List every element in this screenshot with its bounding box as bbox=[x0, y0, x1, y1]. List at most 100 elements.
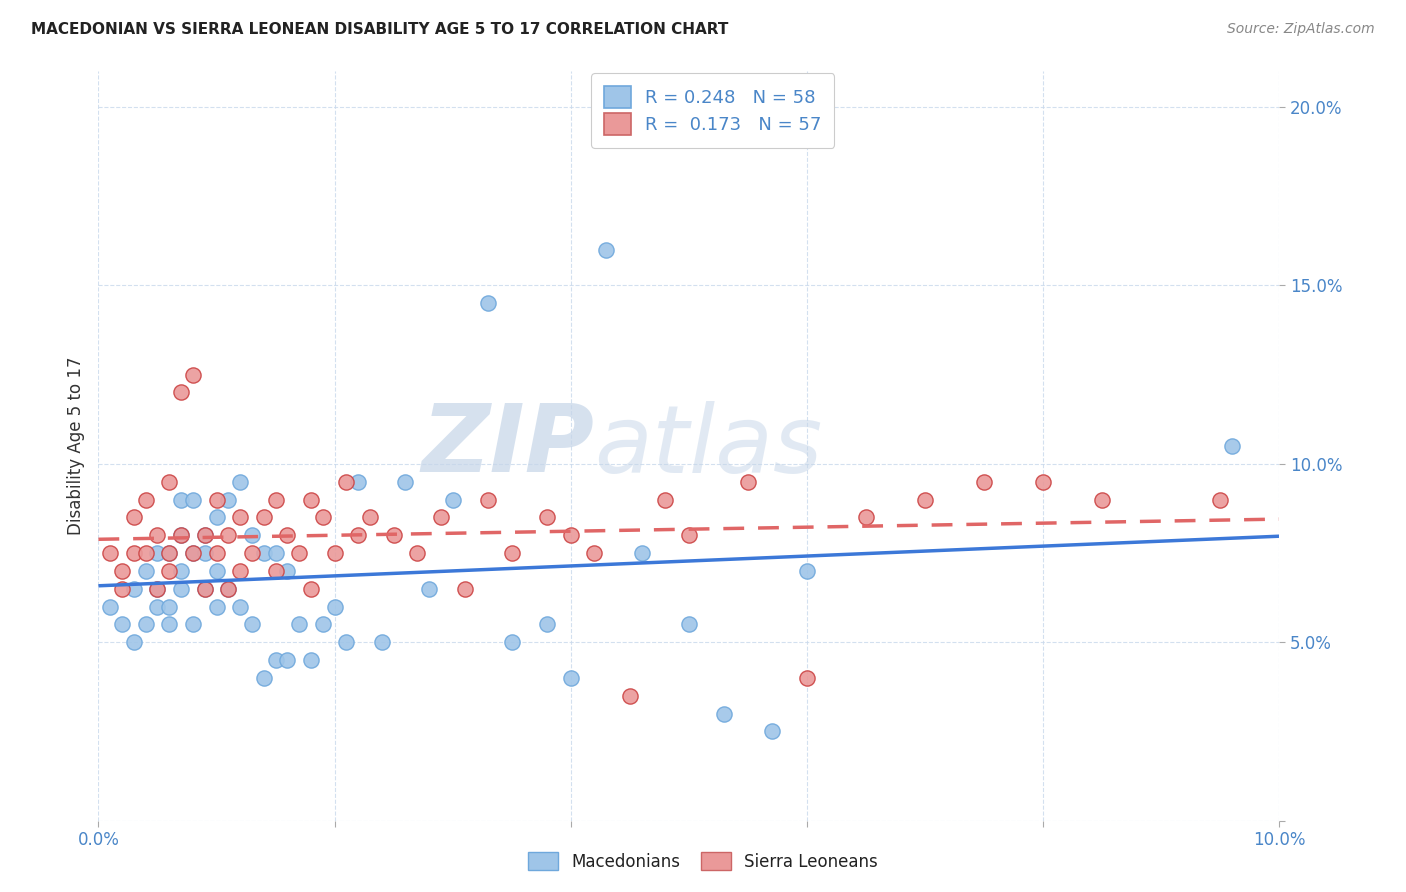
Point bbox=[560, 671, 582, 685]
Point bbox=[146, 582, 169, 596]
Point bbox=[299, 653, 322, 667]
Point bbox=[737, 475, 759, 489]
Point bbox=[501, 635, 523, 649]
Point bbox=[157, 475, 180, 489]
Point bbox=[253, 671, 276, 685]
Point bbox=[761, 724, 783, 739]
Point bbox=[335, 635, 357, 649]
Text: Source: ZipAtlas.com: Source: ZipAtlas.com bbox=[1227, 22, 1375, 37]
Point bbox=[312, 617, 335, 632]
Point bbox=[146, 582, 169, 596]
Point bbox=[253, 510, 276, 524]
Point bbox=[240, 546, 263, 560]
Point bbox=[217, 582, 239, 596]
Point bbox=[406, 546, 429, 560]
Point bbox=[477, 492, 499, 507]
Point bbox=[288, 546, 311, 560]
Point bbox=[560, 528, 582, 542]
Point bbox=[430, 510, 453, 524]
Point bbox=[382, 528, 405, 542]
Point bbox=[453, 582, 475, 596]
Point bbox=[536, 617, 558, 632]
Point bbox=[264, 653, 287, 667]
Point bbox=[240, 528, 263, 542]
Point bbox=[229, 475, 252, 489]
Point bbox=[170, 564, 193, 578]
Point bbox=[299, 492, 322, 507]
Point bbox=[217, 528, 239, 542]
Point bbox=[229, 599, 252, 614]
Point bbox=[181, 546, 204, 560]
Point bbox=[394, 475, 416, 489]
Point bbox=[253, 546, 276, 560]
Point bbox=[583, 546, 606, 560]
Point bbox=[855, 510, 877, 524]
Point bbox=[181, 368, 204, 382]
Point bbox=[122, 510, 145, 524]
Point bbox=[205, 510, 228, 524]
Point bbox=[536, 510, 558, 524]
Point bbox=[713, 706, 735, 721]
Point bbox=[276, 564, 298, 578]
Point bbox=[181, 492, 204, 507]
Point bbox=[135, 617, 157, 632]
Point bbox=[347, 528, 370, 542]
Point bbox=[229, 564, 252, 578]
Point bbox=[122, 582, 145, 596]
Point bbox=[654, 492, 676, 507]
Point bbox=[264, 564, 287, 578]
Point bbox=[111, 617, 134, 632]
Point bbox=[194, 546, 217, 560]
Point bbox=[264, 492, 287, 507]
Point bbox=[678, 528, 700, 542]
Point bbox=[359, 510, 381, 524]
Text: atlas: atlas bbox=[595, 401, 823, 491]
Point bbox=[240, 617, 263, 632]
Point bbox=[371, 635, 394, 649]
Point bbox=[205, 492, 228, 507]
Point bbox=[122, 635, 145, 649]
Point bbox=[98, 599, 121, 614]
Point bbox=[122, 546, 145, 560]
Point bbox=[111, 582, 134, 596]
Point bbox=[205, 564, 228, 578]
Point bbox=[595, 243, 617, 257]
Point bbox=[157, 564, 180, 578]
Point bbox=[205, 546, 228, 560]
Point bbox=[441, 492, 464, 507]
Point bbox=[299, 582, 322, 596]
Point bbox=[477, 296, 499, 310]
Point bbox=[914, 492, 936, 507]
Point bbox=[347, 475, 370, 489]
Point bbox=[217, 582, 239, 596]
Point bbox=[264, 546, 287, 560]
Point bbox=[135, 564, 157, 578]
Point bbox=[194, 528, 217, 542]
Point bbox=[146, 546, 169, 560]
Point bbox=[335, 475, 357, 489]
Point bbox=[501, 546, 523, 560]
Point bbox=[630, 546, 652, 560]
Point bbox=[157, 546, 180, 560]
Point bbox=[1209, 492, 1232, 507]
Point bbox=[418, 582, 440, 596]
Point bbox=[973, 475, 995, 489]
Point bbox=[1091, 492, 1114, 507]
Legend: Macedonians, Sierra Leoneans: Macedonians, Sierra Leoneans bbox=[520, 844, 886, 880]
Point bbox=[157, 599, 180, 614]
Text: MACEDONIAN VS SIERRA LEONEAN DISABILITY AGE 5 TO 17 CORRELATION CHART: MACEDONIAN VS SIERRA LEONEAN DISABILITY … bbox=[31, 22, 728, 37]
Point bbox=[323, 546, 346, 560]
Point bbox=[1220, 439, 1243, 453]
Point bbox=[217, 492, 239, 507]
Point bbox=[205, 599, 228, 614]
Legend: R = 0.248   N = 58, R =  0.173   N = 57: R = 0.248 N = 58, R = 0.173 N = 57 bbox=[591, 73, 834, 148]
Point bbox=[146, 528, 169, 542]
Point bbox=[678, 617, 700, 632]
Point bbox=[170, 528, 193, 542]
Point bbox=[194, 528, 217, 542]
Point bbox=[619, 689, 641, 703]
Point bbox=[194, 582, 217, 596]
Point bbox=[323, 599, 346, 614]
Point bbox=[170, 385, 193, 400]
Point bbox=[796, 564, 818, 578]
